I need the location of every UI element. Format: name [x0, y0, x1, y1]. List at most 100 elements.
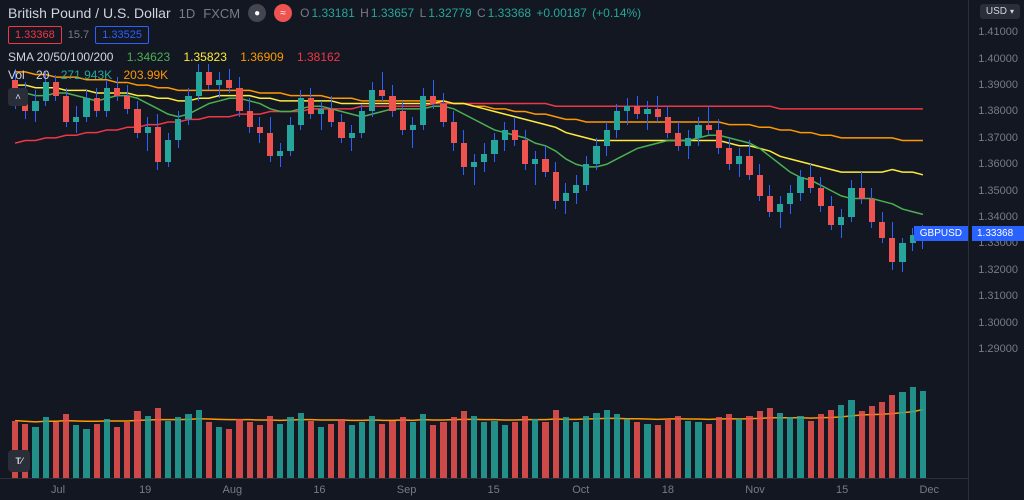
- volume-bar: [43, 417, 49, 478]
- volume-bar: [124, 422, 130, 478]
- volume-bar: [359, 422, 365, 478]
- candle-body: [257, 127, 263, 132]
- y-axis-label: 1.37000: [978, 132, 1018, 144]
- sma-indicator-row[interactable]: SMA 20/50/100/200 1.34623 1.35823 1.3690…: [8, 50, 350, 64]
- volume-bar: [563, 417, 569, 478]
- time-axis[interactable]: Jul19Aug16Sep15Oct18Nov15Dec: [0, 478, 968, 500]
- candle-body: [94, 98, 100, 111]
- candle-body: [318, 109, 324, 114]
- timeframe[interactable]: 1D: [179, 6, 196, 21]
- volume-bar: [318, 427, 324, 478]
- volume-bar: [389, 421, 395, 478]
- volume-bar: [298, 413, 304, 478]
- volume-bar: [247, 422, 253, 478]
- candle-body: [553, 172, 559, 201]
- candle-body: [522, 140, 528, 164]
- price-axis[interactable]: USD ▾ 1.290001.300001.310001.320001.3300…: [968, 0, 1024, 500]
- currency-selector[interactable]: USD ▾: [980, 4, 1020, 19]
- vol-value-1: 271.943K: [61, 68, 112, 82]
- candle-body: [104, 88, 110, 112]
- candle-body: [124, 96, 130, 109]
- y-axis-label: 1.31000: [978, 290, 1018, 302]
- x-axis-label: 16: [313, 484, 325, 496]
- volume-bar: [838, 405, 844, 478]
- volume-bar: [491, 421, 497, 478]
- volume-bar: [63, 414, 69, 478]
- volume-bar: [920, 391, 926, 478]
- volume-bar: [206, 422, 212, 478]
- volume-bar: [257, 425, 263, 478]
- volume-bar: [512, 422, 518, 478]
- sma-label: SMA 20/50/100/200: [8, 50, 113, 64]
- candle-body: [63, 96, 69, 122]
- data-delay-icon[interactable]: ●: [248, 4, 266, 22]
- volume-bar: [797, 416, 803, 478]
- candle-wick: [321, 101, 322, 130]
- volume-bar: [155, 408, 161, 478]
- x-axis-label: Sep: [397, 484, 417, 496]
- y-axis-label: 1.34000: [978, 211, 1018, 223]
- volume-bar: [685, 421, 691, 478]
- tradingview-logo[interactable]: T⁄: [8, 450, 30, 472]
- volume-bar: [32, 427, 38, 478]
- candle-body: [828, 206, 834, 224]
- candle-body: [573, 185, 579, 193]
- candle-body: [502, 130, 508, 141]
- volume-indicator-row[interactable]: Vol 20 271.943K 203.99K: [8, 68, 176, 82]
- volume-bar: [757, 411, 763, 478]
- volume-bar: [83, 429, 89, 478]
- volume-bar: [614, 414, 620, 478]
- chart-type-icon[interactable]: ≈: [274, 4, 292, 22]
- ticker-tag: GBPUSD: [914, 226, 968, 241]
- x-axis-label: Jul: [51, 484, 65, 496]
- volume-bar: [471, 416, 477, 478]
- volume-bar: [267, 416, 273, 478]
- candle-wick: [535, 151, 536, 185]
- volume-bar: [899, 392, 905, 478]
- volume-bar: [746, 416, 752, 478]
- candle-body: [695, 125, 701, 138]
- candle-body: [359, 111, 365, 132]
- candle-body: [43, 82, 49, 100]
- candle-body: [767, 196, 773, 212]
- candle-body: [430, 96, 436, 104]
- candle-body: [226, 80, 232, 88]
- candle-body: [512, 130, 518, 141]
- candle-body: [73, 117, 79, 122]
- candle-body: [328, 109, 334, 122]
- volume-bar: [175, 417, 181, 478]
- chart-header: British Pound / U.S. Dollar 1D FXCM ● ≈ …: [8, 4, 643, 22]
- candle-body: [675, 133, 681, 146]
- candle-body: [889, 238, 895, 262]
- candle-body: [797, 177, 803, 193]
- volume-bar: [736, 419, 742, 478]
- sma50-value: 1.35823: [184, 50, 227, 64]
- candle-wick: [474, 154, 475, 186]
- candle-body: [369, 90, 375, 111]
- volume-bar: [349, 425, 355, 478]
- candle-wick: [780, 196, 781, 228]
- candle-body: [134, 109, 140, 133]
- chevron-down-icon: ▾: [1010, 7, 1014, 16]
- candle-body: [338, 122, 344, 138]
- volume-bar: [94, 424, 100, 478]
- x-axis-label: Aug: [223, 484, 243, 496]
- candle-wick: [219, 72, 220, 98]
- volume-bar: [665, 419, 671, 478]
- volume-bar: [624, 419, 630, 478]
- candle-body: [491, 140, 497, 153]
- volume-bar: [716, 417, 722, 478]
- candle-body: [604, 130, 610, 146]
- symbol-title[interactable]: British Pound / U.S. Dollar: [8, 5, 171, 21]
- candle-body: [53, 82, 59, 95]
- volume-bar: [553, 410, 559, 479]
- expand-indicators-button[interactable]: ˄: [8, 88, 28, 106]
- candle-body: [879, 222, 885, 238]
- candle-body: [899, 243, 905, 261]
- volume-bar: [787, 417, 793, 478]
- ask-price[interactable]: 1.33525: [95, 26, 149, 44]
- candle-body: [726, 148, 732, 164]
- bid-price[interactable]: 1.33368: [8, 26, 62, 44]
- candle-body: [420, 96, 426, 125]
- candle-body: [400, 111, 406, 129]
